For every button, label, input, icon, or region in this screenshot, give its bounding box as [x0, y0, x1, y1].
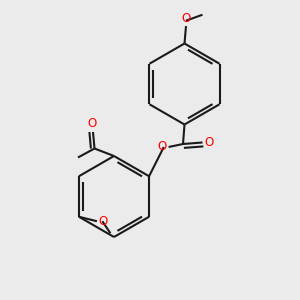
- Text: O: O: [98, 215, 108, 228]
- Text: O: O: [157, 140, 166, 154]
- Text: O: O: [182, 12, 190, 25]
- Text: O: O: [204, 136, 213, 149]
- Text: O: O: [88, 117, 97, 130]
